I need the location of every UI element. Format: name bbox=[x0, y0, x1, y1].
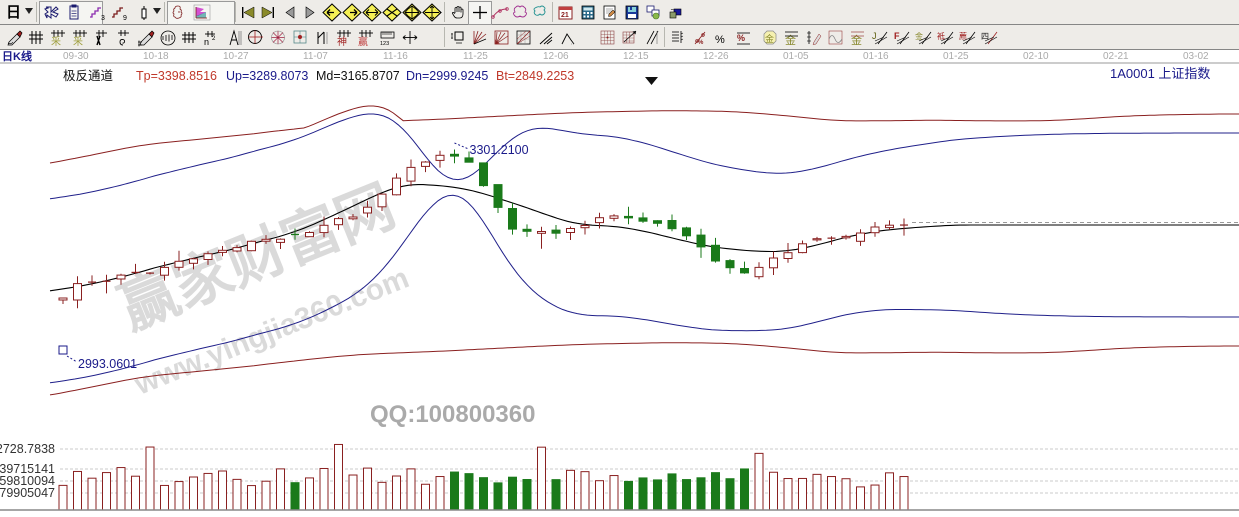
svg-text:J: J bbox=[872, 31, 877, 41]
svg-text:12-26: 12-26 bbox=[703, 51, 729, 62]
svg-text:79905047: 79905047 bbox=[0, 486, 55, 500]
svg-text:11-07: 11-07 bbox=[303, 51, 328, 62]
svg-text:赢: 赢 bbox=[358, 35, 368, 47]
svg-text:%: % bbox=[698, 40, 704, 46]
svg-text:金: 金 bbox=[765, 33, 774, 44]
svg-text:F: F bbox=[894, 31, 900, 41]
svg-text:01-05: 01-05 bbox=[783, 51, 809, 62]
svg-text:釆: 釆 bbox=[51, 36, 61, 47]
svg-text:03-02: 03-02 bbox=[1183, 51, 1209, 62]
svg-text:Md=3165.8707: Md=3165.8707 bbox=[316, 69, 400, 83]
svg-text:%: % bbox=[737, 33, 745, 43]
svg-text:09-30: 09-30 bbox=[63, 51, 89, 62]
svg-text:21: 21 bbox=[561, 12, 569, 19]
svg-text:Up=3289.8073: Up=3289.8073 bbox=[226, 69, 308, 83]
svg-text:%: % bbox=[715, 34, 725, 46]
svg-text:日K线: 日K线 bbox=[2, 50, 32, 63]
svg-text:01-16: 01-16 bbox=[863, 51, 889, 62]
svg-text:3: 3 bbox=[101, 15, 105, 22]
svg-text:极反通道: 极反通道 bbox=[63, 69, 114, 83]
svg-text:Dn=2999.9245: Dn=2999.9245 bbox=[406, 69, 488, 83]
svg-text:日: 日 bbox=[6, 4, 21, 21]
svg-text:Tp=3398.8516: Tp=3398.8516 bbox=[136, 69, 217, 83]
svg-text:2: 2 bbox=[212, 36, 216, 42]
svg-text:金: 金 bbox=[851, 33, 862, 47]
svg-text:2728.7838: 2728.7838 bbox=[0, 442, 55, 456]
svg-text:Bt=2849.2253: Bt=2849.2253 bbox=[496, 69, 574, 83]
svg-text:n: n bbox=[204, 37, 209, 47]
svg-text:1A0001 上证指数: 1A0001 上证指数 bbox=[1110, 66, 1210, 81]
svg-text:02-21: 02-21 bbox=[1103, 51, 1129, 62]
svg-text:釆: 釆 bbox=[73, 36, 83, 47]
svg-text:金: 金 bbox=[785, 33, 796, 47]
svg-text:123: 123 bbox=[380, 41, 389, 47]
svg-text:10-27: 10-27 bbox=[223, 51, 249, 62]
svg-text:11-16: 11-16 bbox=[383, 51, 408, 62]
svg-text:QQ:100800360: QQ:100800360 bbox=[370, 401, 535, 428]
svg-text:2993.0601: 2993.0601 bbox=[78, 357, 137, 371]
svg-text:赢家财富网: 赢家财富网 bbox=[111, 173, 404, 342]
svg-text:01-25: 01-25 bbox=[943, 51, 969, 62]
svg-text:9: 9 bbox=[123, 15, 127, 22]
svg-text:02-10: 02-10 bbox=[1023, 51, 1049, 62]
svg-text:12-06: 12-06 bbox=[543, 51, 569, 62]
svg-text:12-15: 12-15 bbox=[623, 51, 649, 62]
svg-text:11-25: 11-25 bbox=[463, 51, 488, 62]
svg-text:10-18: 10-18 bbox=[143, 51, 169, 62]
svg-text:神: 神 bbox=[337, 35, 347, 47]
